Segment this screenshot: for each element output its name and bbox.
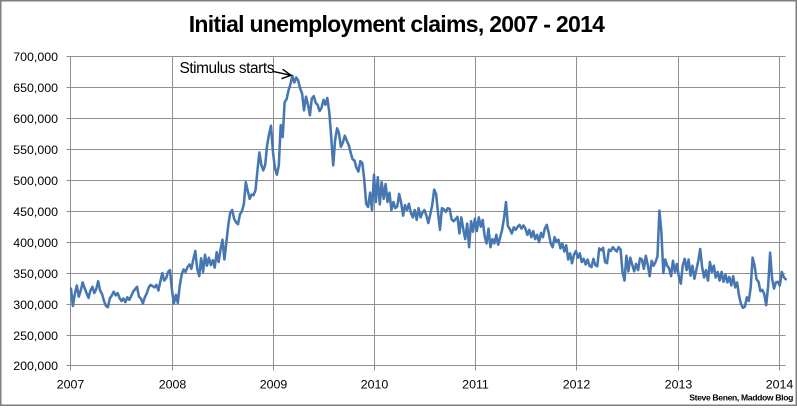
svg-text:350,000: 350,000 [13, 267, 58, 281]
svg-text:200,000: 200,000 [13, 359, 58, 373]
svg-text:2009: 2009 [260, 378, 288, 392]
svg-text:650,000: 650,000 [13, 81, 58, 95]
svg-text:700,000: 700,000 [13, 50, 58, 64]
svg-text:2012: 2012 [563, 378, 591, 392]
svg-text:Steve Benen, Maddow Blog: Steve Benen, Maddow Blog [689, 392, 793, 402]
svg-text:400,000: 400,000 [13, 236, 58, 250]
svg-text:2010: 2010 [361, 378, 389, 392]
svg-text:2007: 2007 [57, 378, 85, 392]
svg-text:250,000: 250,000 [13, 329, 58, 343]
svg-text:550,000: 550,000 [13, 143, 58, 157]
svg-text:Stimulus starts: Stimulus starts [180, 60, 275, 77]
svg-text:450,000: 450,000 [13, 205, 58, 219]
svg-text:2013: 2013 [665, 378, 693, 392]
svg-text:300,000: 300,000 [13, 298, 58, 312]
svg-text:500,000: 500,000 [13, 174, 58, 188]
svg-text:2008: 2008 [159, 378, 187, 392]
svg-text:600,000: 600,000 [13, 112, 58, 126]
svg-text:2014: 2014 [766, 378, 794, 392]
svg-text:2011: 2011 [462, 378, 489, 392]
svg-text:Initial unemployment claims, 2: Initial unemployment claims, 2007 - 2014 [189, 11, 605, 37]
